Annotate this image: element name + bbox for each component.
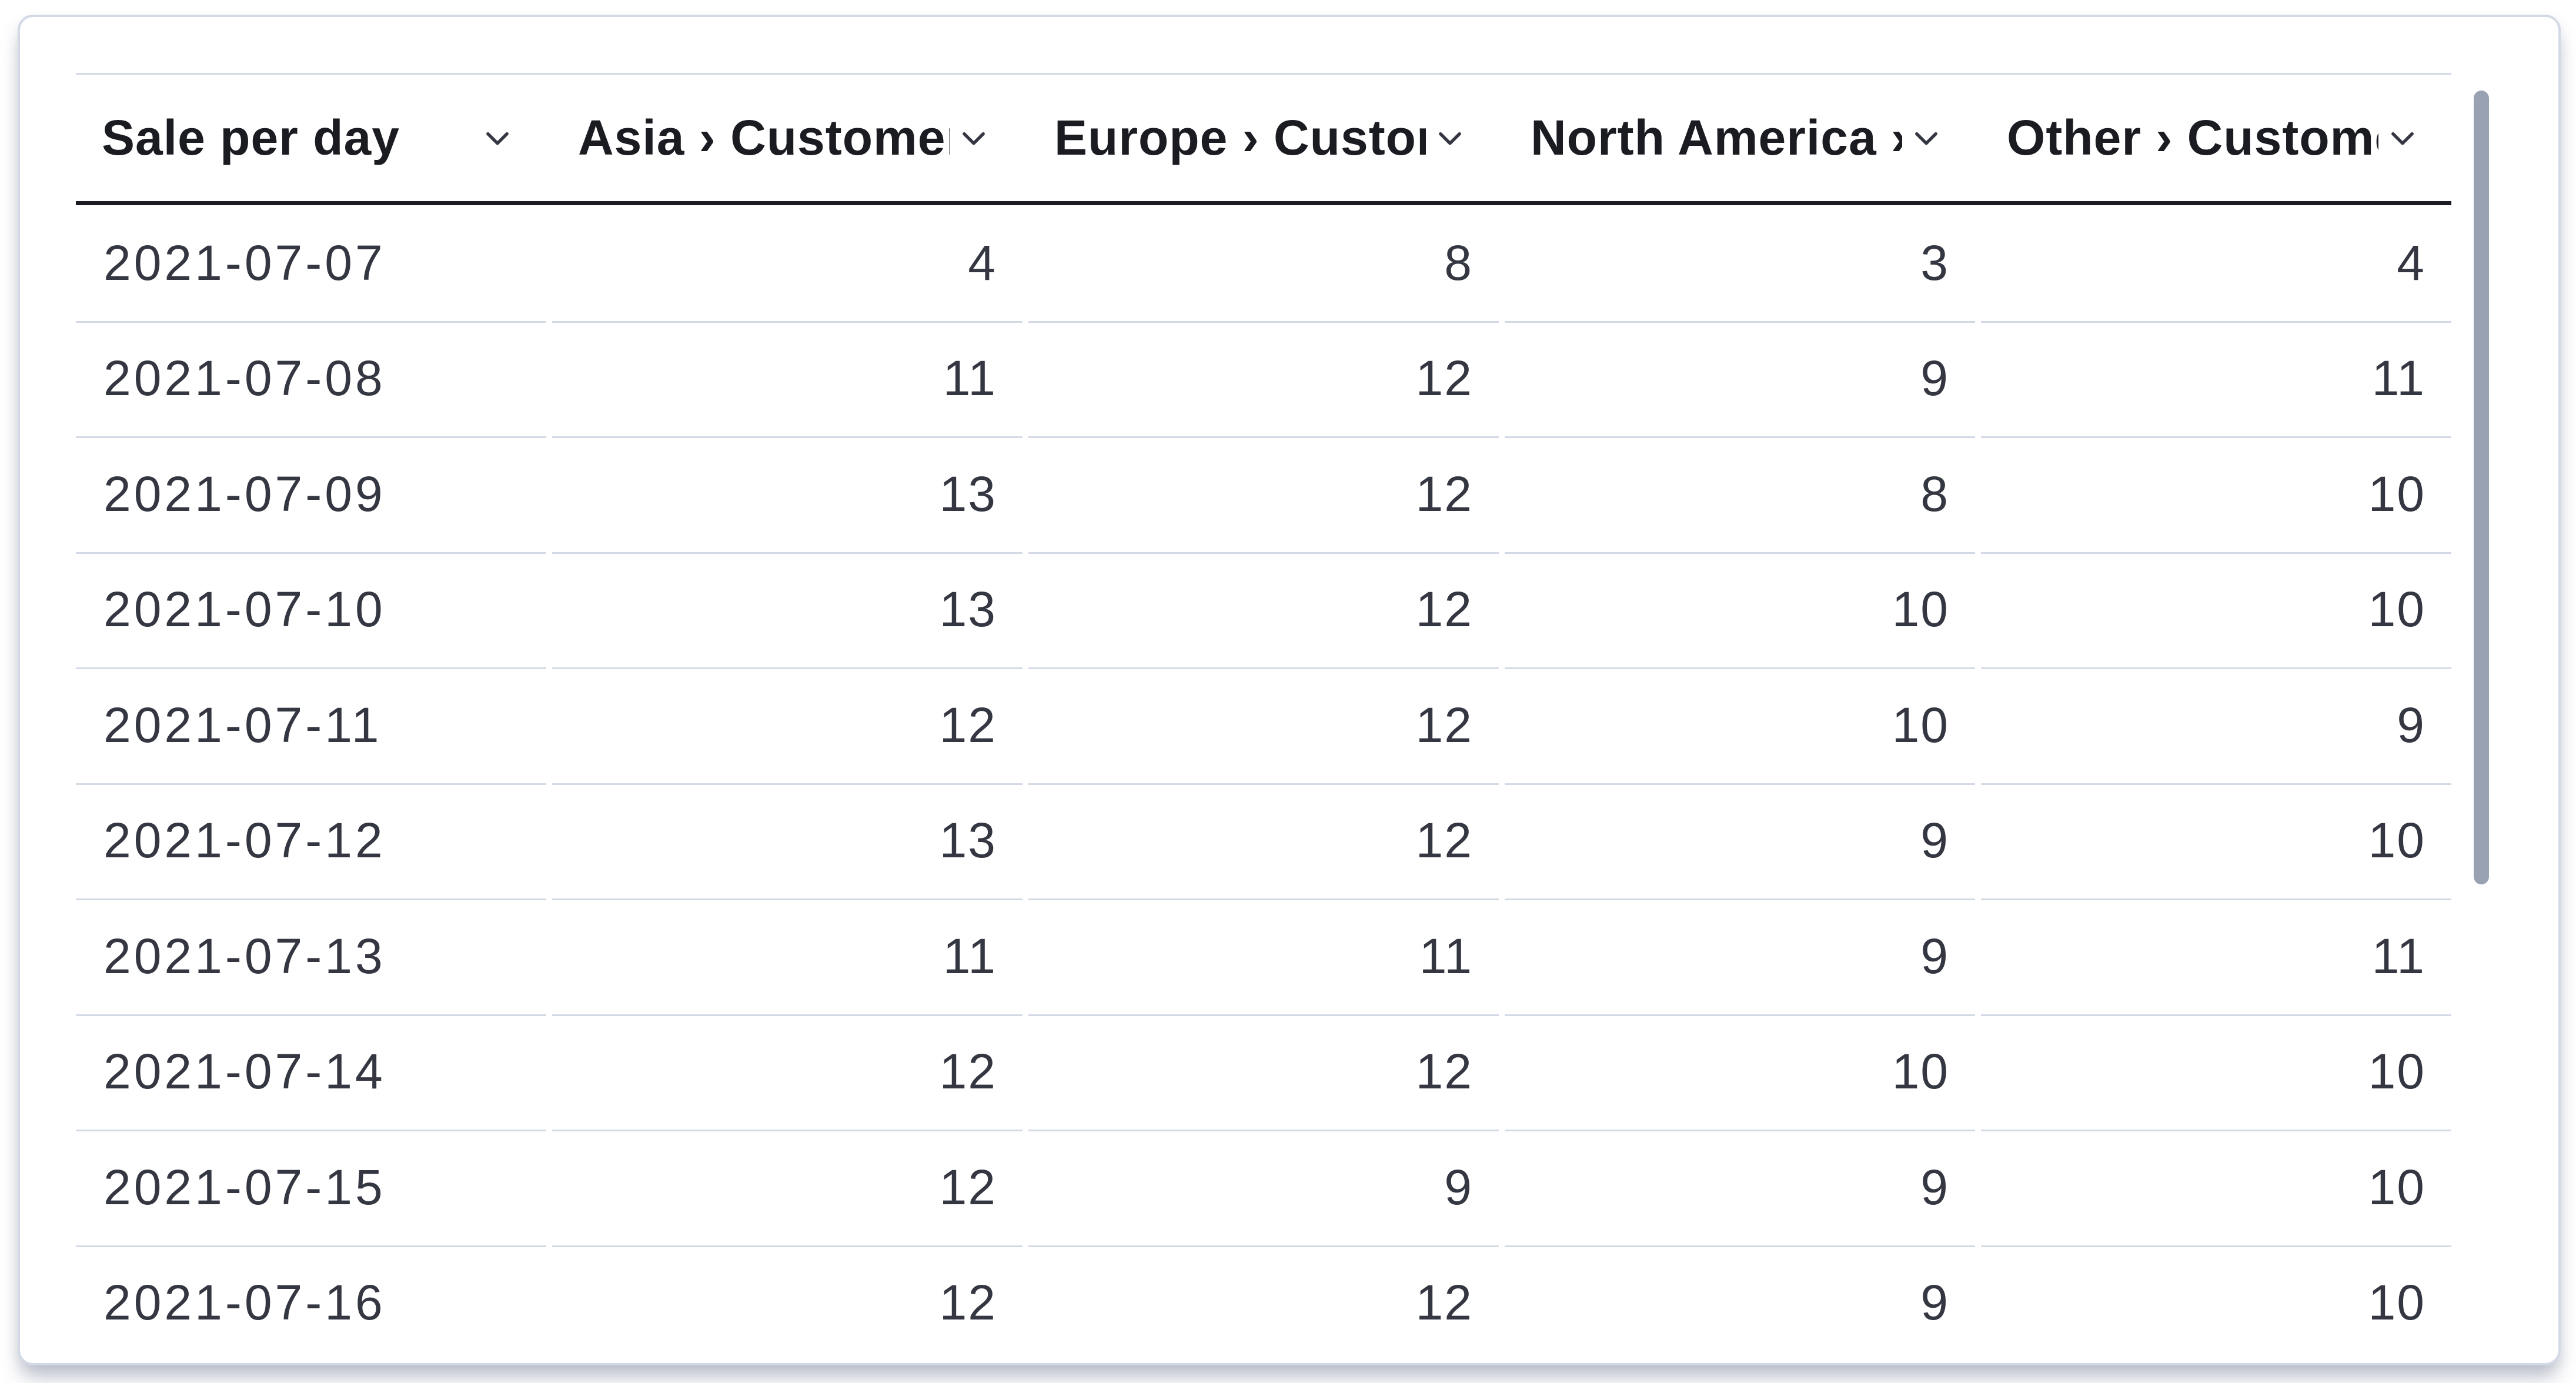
table-row: 2021-07-15 12 9 9 10 xyxy=(76,1130,2451,1247)
column-header-label: Asia › Customers xyxy=(578,110,950,165)
table-row: 2021-07-10 13 12 10 10 xyxy=(76,552,2451,669)
column-header-date[interactable]: Sale per day xyxy=(76,75,546,201)
value-cell-other[interactable]: 10 xyxy=(1981,783,2451,900)
value-cell-other[interactable]: 10 xyxy=(1981,552,2451,669)
date-cell[interactable]: 2021-07-07 xyxy=(76,205,546,323)
value-cell-asia[interactable]: 12 xyxy=(939,1275,997,1331)
date-cell[interactable]: 2021-07-08 xyxy=(76,321,546,438)
date-cell[interactable]: 2021-07-12 xyxy=(76,783,546,900)
column-header-label: Other › Customers xyxy=(2007,110,2378,165)
column-header-north_america[interactable]: North America › Customers xyxy=(1505,75,1975,201)
value-cell-europe[interactable]: 8 xyxy=(1028,205,1499,323)
date-cell[interactable]: 2021-07-16 xyxy=(103,1275,386,1331)
value-cell-north_america[interactable]: 10 xyxy=(1505,667,1975,785)
value-cell-other[interactable]: 10 xyxy=(1981,1014,2451,1131)
value-cell-europe[interactable]: 12 xyxy=(1028,667,1499,785)
date-cell[interactable]: 2021-07-13 xyxy=(76,898,546,1016)
value-cell-europe[interactable]: 12 xyxy=(1028,1014,1499,1131)
value-cell-north_america[interactable]: 8 xyxy=(1505,436,1975,554)
value-cell-other[interactable]: 11 xyxy=(1981,321,2451,438)
vertical-scrollbar[interactable] xyxy=(2474,76,2489,1311)
date-cell[interactable]: 2021-07-10 xyxy=(76,552,546,669)
value-cell-asia[interactable]: 4 xyxy=(552,205,1023,323)
value-cell-north_america[interactable]: 9 xyxy=(1505,898,1975,1016)
value-cell-europe[interactable]: 12 xyxy=(1028,321,1499,438)
value-cell-europe[interactable]: 9 xyxy=(1028,1130,1499,1247)
value-cell-other[interactable]: 11 xyxy=(1981,898,2451,1016)
column-header-asia[interactable]: Asia › Customers xyxy=(552,75,1023,201)
value-cell-asia[interactable]: 12 xyxy=(552,667,1023,785)
value-cell-other[interactable]: 10 xyxy=(1981,1130,2451,1247)
date-cell[interactable]: 2021-07-11 xyxy=(76,667,546,785)
value-cell-asia[interactable]: 11 xyxy=(552,321,1023,438)
chevron-down-icon[interactable] xyxy=(958,122,990,154)
value-cell-north_america[interactable]: 9 xyxy=(1505,783,1975,900)
column-header-label: North America › Customers xyxy=(1531,110,1902,165)
value-cell-asia[interactable]: 12 xyxy=(552,1014,1023,1131)
table-panel: Sale per day Asia › Customers Europe › Cus… xyxy=(18,15,2561,1365)
value-cell-north_america[interactable]: 9 xyxy=(1920,1275,1949,1331)
value-cell-other[interactable]: 4 xyxy=(1981,205,2451,323)
date-cell[interactable]: 2021-07-14 xyxy=(76,1014,546,1131)
value-cell-north_america[interactable]: 10 xyxy=(1505,1014,1975,1131)
table-row: 2021-07-11 12 12 10 9 xyxy=(76,667,2451,785)
column-header-other[interactable]: Other › Customers xyxy=(1981,75,2451,201)
value-cell-other[interactable]: 10 xyxy=(2368,1275,2425,1331)
table-row: 2021-07-14 12 12 10 10 xyxy=(76,1014,2451,1131)
value-cell-europe[interactable]: 12 xyxy=(1028,436,1499,554)
value-cell-other[interactable]: 10 xyxy=(1981,436,2451,554)
table-row: 2021-07-13 11 11 9 11 xyxy=(76,898,2451,1016)
table-row: 2021-07-07 4 8 3 4 xyxy=(76,205,2451,323)
value-cell-asia[interactable]: 12 xyxy=(552,1130,1023,1247)
table-body: 2021-07-07 4 8 3 4 2021-07-08 11 12 9 11 2021-07-0… xyxy=(76,205,2451,1361)
value-cell-other[interactable]: 9 xyxy=(1981,667,2451,785)
value-cell-north_america[interactable]: 10 xyxy=(1505,552,1975,669)
chevron-down-icon[interactable] xyxy=(2387,122,2418,154)
value-cell-europe[interactable]: 12 xyxy=(1028,783,1499,900)
value-cell-asia[interactable]: 13 xyxy=(552,783,1023,900)
value-cell-asia[interactable]: 11 xyxy=(552,898,1023,1016)
column-header-label: Sale per day xyxy=(102,110,400,165)
column-header-europe[interactable]: Europe › Customers xyxy=(1028,75,1499,201)
value-cell-europe[interactable]: 12 xyxy=(1028,552,1499,669)
value-cell-north_america[interactable]: 9 xyxy=(1505,1130,1975,1247)
value-cell-north_america[interactable]: 3 xyxy=(1505,205,1975,323)
table-row: 2021-07-08 11 12 9 11 xyxy=(76,321,2451,438)
column-header-label: Europe › Customers xyxy=(1054,110,1426,165)
scrollbar-thumb[interactable] xyxy=(2474,91,2489,884)
value-cell-north_america[interactable]: 9 xyxy=(1505,321,1975,438)
chevron-down-icon[interactable] xyxy=(1434,122,1466,154)
data-table: Sale per day Asia › Customers Europe › Cus… xyxy=(76,73,2451,1361)
chevron-down-icon[interactable] xyxy=(1910,122,1942,154)
chevron-down-icon[interactable] xyxy=(482,122,513,154)
date-cell[interactable]: 2021-07-15 xyxy=(76,1130,546,1247)
table-row: 2021-07-16 12 12 9 10 xyxy=(76,1245,2451,1361)
date-cell[interactable]: 2021-07-09 xyxy=(76,436,546,554)
value-cell-europe[interactable]: 12 xyxy=(1415,1275,1473,1331)
table-row: 2021-07-12 13 12 9 10 xyxy=(76,783,2451,900)
table-row: 2021-07-09 13 12 8 10 xyxy=(76,436,2451,554)
table-header-row: Sale per day Asia › Customers Europe › Cus… xyxy=(76,73,2451,205)
value-cell-asia[interactable]: 13 xyxy=(552,436,1023,554)
value-cell-europe[interactable]: 11 xyxy=(1028,898,1499,1016)
value-cell-asia[interactable]: 13 xyxy=(552,552,1023,669)
